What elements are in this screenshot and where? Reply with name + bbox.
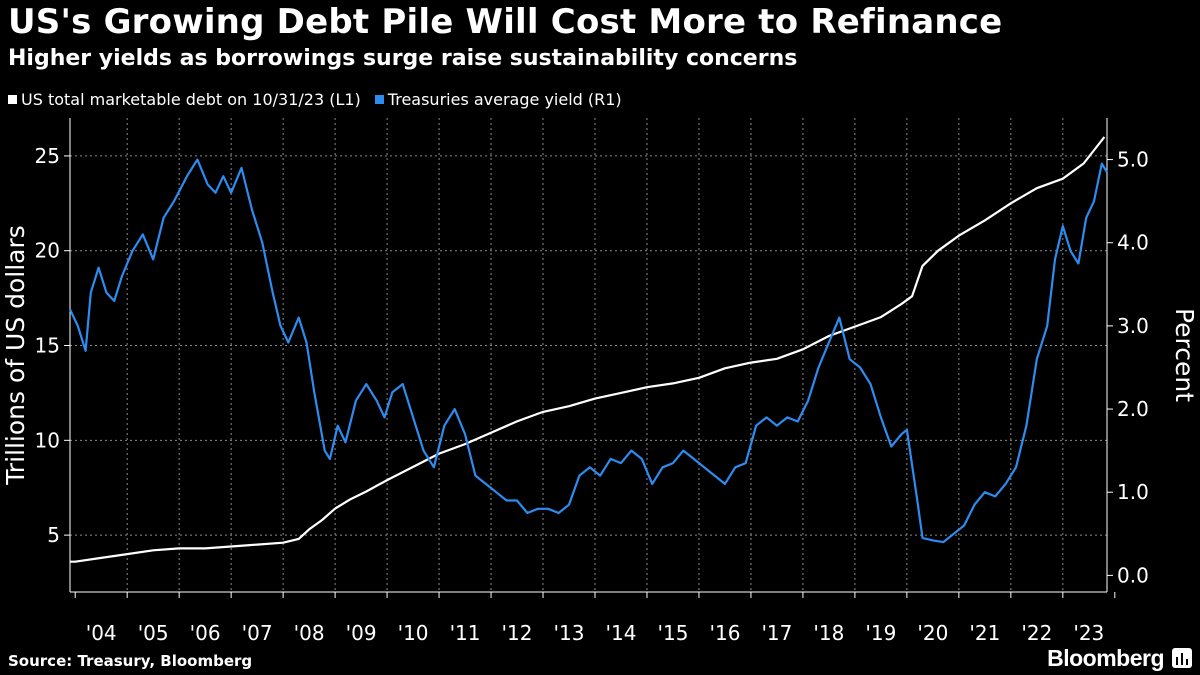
x-tick-label: '18 [813,621,844,645]
legend-item-yield: Treasuries average yield (R1) [374,90,622,109]
x-tick-label: '15 [657,621,688,645]
chart-legend: US total marketable debt on 10/31/23 (L1… [8,90,622,109]
x-tick-label: '22 [1021,621,1052,645]
series-line-debt [70,136,1106,563]
grid-layer [70,118,1107,592]
chart-subtitle: Higher yields as borrowings surge raise … [8,46,798,71]
right-tick-label: 5.0 [1117,148,1149,172]
axis-layer: 5 10 15 20 25 0.0 1.0 2.0 3.0 4.0 5.0 '04 '05 '06 '07 '… [1,118,1199,645]
chart-title: US's Growing Debt Pile Will Cost More to… [8,2,1003,42]
x-tick-label: '14 [606,621,637,645]
right-tick-label: 1.0 [1117,480,1149,504]
x-tick-label: '11 [450,621,481,645]
right-tick-label: 4.0 [1117,231,1149,255]
legend-label-debt: US total marketable debt on 10/31/23 (L1… [21,90,361,109]
right-tick-label: 3.0 [1117,314,1149,338]
left-tick-label: 25 [35,144,60,168]
legend-swatch-debt [8,95,17,104]
x-tick-label: '09 [346,621,377,645]
x-tick-label: '13 [554,621,585,645]
x-tick-label: '04 [86,621,117,645]
x-tick-label: '19 [865,621,896,645]
x-tick-label: '10 [398,621,429,645]
x-tick-label: '06 [190,621,221,645]
x-tick-label: '17 [761,621,792,645]
x-tick-label: '21 [969,621,1000,645]
x-tick-label: '23 [1073,621,1104,645]
series-layer [69,136,1108,563]
legend-item-debt: US total marketable debt on 10/31/23 (L1… [8,90,361,109]
left-tick-label: 15 [35,334,60,358]
left-tick-label: 10 [35,428,60,452]
source-note: Source: Treasury, Bloomberg [8,652,253,670]
x-tick-label: '08 [294,621,325,645]
bloomberg-logo: Bloomberg [1047,645,1164,671]
right-tick-label: 0.0 [1117,563,1149,587]
left-axis-title: Trillions of US dollars [1,225,30,486]
right-tick-label: 2.0 [1117,397,1149,421]
left-tick-label: 20 [35,239,60,263]
right-axis-title: Percent [1170,308,1199,402]
left-tick-label: 5 [47,523,60,547]
legend-label-yield: Treasuries average yield (R1) [387,90,622,109]
legend-swatch-yield [374,95,384,104]
bloomberg-bars-icon [1172,648,1192,668]
series-line-yield [69,158,1108,544]
x-tick-label: '07 [242,621,273,645]
x-tick-label: '20 [917,621,948,645]
x-tick-label: '16 [709,621,740,645]
x-tick-label: '12 [502,621,533,645]
x-tick-label: '05 [138,621,169,645]
